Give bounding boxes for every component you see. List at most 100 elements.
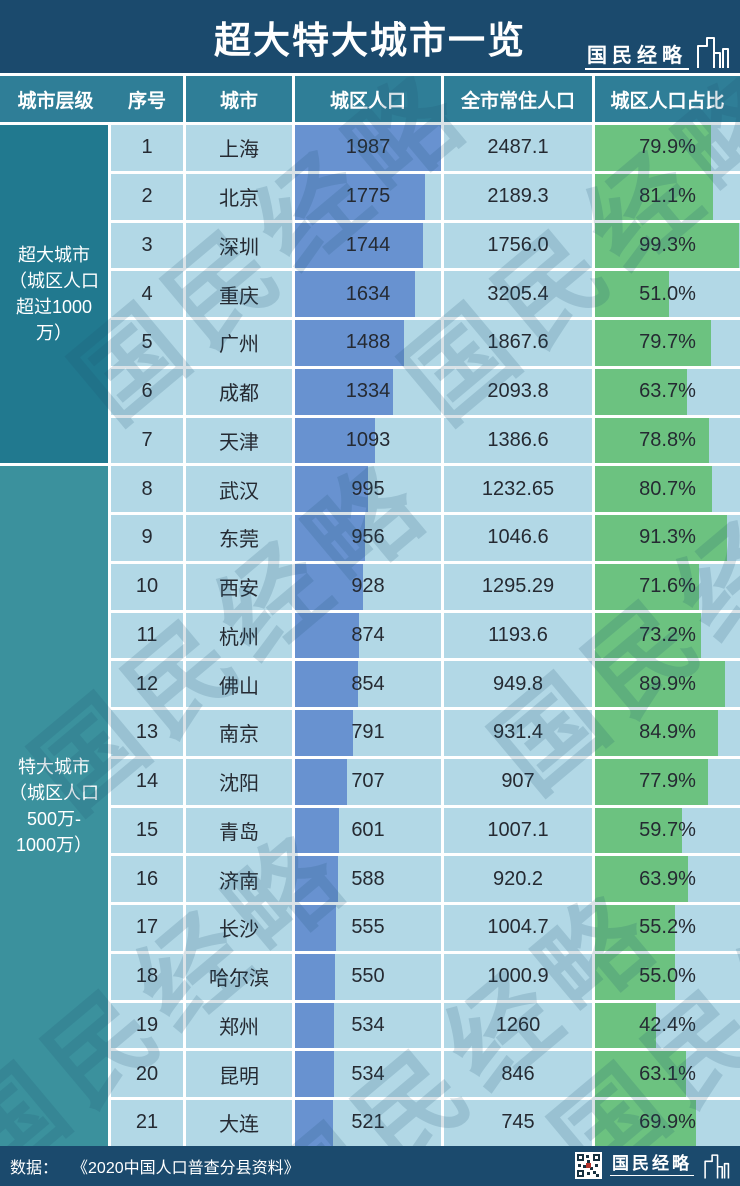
city-cell: 北京 (186, 173, 292, 220)
seq-cell: 20 (111, 1051, 183, 1097)
urban-share-cell: 77.9% (595, 758, 740, 805)
urban-population-value: 1334 (345, 380, 391, 403)
resident-population-cell: 2487.1 (444, 125, 592, 171)
urban-population-bar (295, 320, 405, 366)
urban-population-cell: 521 (295, 1100, 441, 1146)
urban-share-value: 51.0% (639, 282, 696, 305)
seq-cell: 9 (111, 515, 183, 561)
urban-population-cell: 534 (295, 1002, 441, 1049)
urban-population-bar (295, 905, 336, 951)
urban-population-cell: 1744 (295, 222, 441, 269)
seq-cell: 2 (111, 173, 183, 220)
seq-cell: 7 (111, 417, 183, 464)
urban-share-value: 77.9% (639, 770, 696, 793)
city-table-grid: 城市层级 序号 城市 城区人口 全市常住人口 城区人口占比 超大城市 （城区人口… (0, 76, 740, 1146)
urban-share-cell: 69.9% (595, 1100, 740, 1146)
urban-population-cell: 1334 (295, 368, 441, 415)
urban-population-cell: 1634 (295, 271, 441, 317)
seq-cell: 18 (111, 953, 183, 1000)
header-resident-population: 全市常住人口 (444, 76, 592, 122)
urban-share-value: 81.1% (639, 185, 696, 208)
urban-population-value: 550 (351, 965, 385, 988)
urban-population-bar (295, 466, 369, 512)
header-tier-seq: 城市层级 序号 (0, 76, 183, 122)
urban-population-value: 534 (351, 1062, 385, 1085)
seq-cell: 10 (111, 563, 183, 610)
urban-share-bar (595, 856, 688, 902)
urban-share-bar (595, 173, 713, 220)
urban-share-bar (595, 466, 712, 512)
urban-share-bar (595, 758, 708, 805)
urban-population-value: 995 (351, 477, 385, 500)
urban-share-cell: 55.0% (595, 953, 740, 1000)
urban-share-cell: 81.1% (595, 173, 740, 220)
seq-cell: 5 (111, 320, 183, 366)
resident-population-cell: 2189.3 (444, 173, 592, 220)
urban-population-value: 588 (351, 867, 385, 890)
urban-population-bar (295, 368, 394, 415)
urban-share-cell: 80.7% (595, 466, 740, 512)
city-cell: 佛山 (186, 661, 292, 707)
urban-population-bar (295, 1002, 335, 1049)
urban-share-cell: 63.9% (595, 856, 740, 902)
brand-name: 国民经略 (610, 1153, 694, 1176)
urban-share-cell: 63.7% (595, 368, 740, 415)
urban-population-cell: 956 (295, 515, 441, 561)
city-cell: 武汉 (186, 466, 292, 512)
seq-cell: 13 (111, 710, 183, 756)
seq-cell: 11 (111, 612, 183, 659)
urban-share-bar (595, 320, 711, 366)
buildings-icon (697, 37, 729, 68)
seq-cell: 14 (111, 758, 183, 805)
city-cell: 济南 (186, 856, 292, 902)
data-source: 数据： 《2020中国人口普查分县资料》 (10, 1154, 300, 1178)
urban-population-value: 555 (351, 916, 385, 939)
seq-cell: 8 (111, 466, 183, 512)
footer-brand: 国民经略 (575, 1152, 730, 1180)
resident-population-cell: 2093.8 (444, 368, 592, 415)
header-city: 城市 (186, 76, 292, 122)
urban-share-value: 59.7% (639, 818, 696, 841)
banner: 超大特大城市一览 国民经略 (0, 0, 740, 73)
urban-share-value: 73.2% (639, 623, 696, 646)
source-label: 数据： (10, 1159, 59, 1177)
page-title: 超大特大城市一览 (214, 19, 526, 61)
city-cell: 昆明 (186, 1051, 292, 1097)
urban-population-cell: 707 (295, 758, 441, 805)
urban-share-cell: 51.0% (595, 271, 740, 317)
urban-population-cell: 928 (295, 563, 441, 610)
urban-population-cell: 601 (295, 807, 441, 854)
urban-population-cell: 1093 (295, 417, 441, 464)
urban-share-bar (595, 612, 702, 659)
urban-share-cell: 79.9% (595, 125, 740, 171)
seq-cell: 16 (111, 856, 183, 902)
urban-share-cell: 99.3% (595, 222, 740, 269)
urban-share-value: 71.6% (639, 575, 696, 598)
resident-population-cell: 931.4 (444, 710, 592, 756)
urban-population-bar (295, 856, 339, 902)
city-cell: 长沙 (186, 905, 292, 951)
urban-share-cell: 42.4% (595, 1002, 740, 1049)
urban-population-bar (295, 1051, 335, 1097)
urban-population-value: 791 (351, 721, 385, 744)
urban-population-bar (295, 758, 347, 805)
resident-population-cell: 745 (444, 1100, 592, 1146)
header-urban-share: 城区人口占比 (595, 76, 740, 122)
urban-population-bar (295, 125, 441, 171)
brand-name: 国民经略 (585, 45, 689, 70)
urban-share-bar (595, 271, 669, 317)
urban-population-cell: 555 (295, 905, 441, 951)
urban-share-value: 78.8% (639, 428, 696, 451)
resident-population-cell: 1260 (444, 1002, 592, 1049)
urban-population-cell: 534 (295, 1051, 441, 1097)
city-cell: 成都 (186, 368, 292, 415)
resident-population-cell: 907 (444, 758, 592, 805)
urban-population-bar (295, 953, 336, 1000)
resident-population-cell: 1295.29 (444, 563, 592, 610)
resident-population-cell: 1046.6 (444, 515, 592, 561)
resident-population-cell: 1000.9 (444, 953, 592, 1000)
city-cell: 郑州 (186, 1002, 292, 1049)
seq-cell: 12 (111, 661, 183, 707)
header-urban-population: 城区人口 (295, 76, 441, 122)
